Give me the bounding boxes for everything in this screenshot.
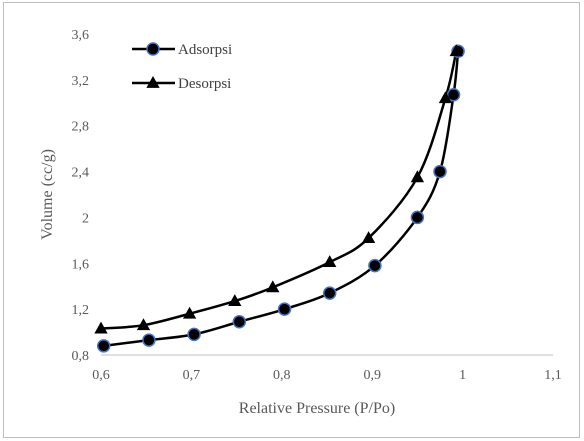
y-tick-label: 3,2 — [72, 74, 90, 89]
series-layer — [94, 44, 465, 353]
data-point — [323, 255, 337, 268]
x-axis-ticks: 0,6 0,7 0,8 0,9 1 1,1 — [92, 368, 562, 383]
x-tick-label: 1,1 — [544, 368, 562, 383]
data-point — [187, 327, 201, 342]
legend: Adsorpsi Desorpsi — [132, 42, 232, 92]
legend-marker-adsorpsi — [146, 42, 160, 56]
legend-label-adsorpsi: Adsorpsi — [178, 42, 232, 58]
x-tick-label: 0,6 — [92, 368, 110, 383]
y-tick-label: 2,8 — [72, 120, 90, 135]
series-markers-desorpsi — [94, 44, 463, 334]
series-markers-adsorpsi — [96, 44, 465, 353]
data-point — [368, 258, 382, 273]
legend-marker-desorpsi — [146, 76, 160, 88]
data-point — [182, 306, 197, 319]
x-axis-title: Relative Pressure (P/Po) — [239, 400, 395, 417]
data-point — [433, 164, 447, 179]
data-point — [136, 318, 151, 331]
y-tick-label: 2,4 — [72, 166, 90, 181]
legend-label-desorpsi: Desorpsi — [178, 76, 231, 92]
data-point — [322, 286, 337, 300]
y-tick-label: 3,6 — [72, 28, 90, 43]
data-point — [232, 315, 247, 329]
y-tick-label: 2 — [82, 211, 89, 226]
series-line-desorpsi — [100, 50, 458, 330]
y-axis-title: Volume (cc/g) — [39, 149, 56, 240]
plot-area: 0,6 0,7 0,8 0,9 1 1,1 0,8 1,2 1,6 2 2,4 2,8 3,2 3,6 — [72, 28, 562, 383]
data-point — [446, 88, 461, 102]
data-point — [410, 170, 425, 183]
data-point — [410, 210, 425, 225]
data-point — [228, 294, 242, 307]
data-point — [277, 302, 292, 316]
y-tick-label: 1,6 — [72, 257, 90, 272]
x-tick-label: 1 — [459, 368, 466, 383]
chart-frame — [3, 2, 580, 438]
y-tick-label: 0,8 — [72, 349, 90, 364]
legend-item-adsorpsi: Adsorpsi — [132, 42, 232, 58]
x-tick-label: 0,8 — [273, 368, 291, 383]
data-point — [94, 321, 108, 334]
y-axis-ticks: 0,8 1,2 1,6 2 2,4 2,8 3,2 3,6 — [72, 28, 90, 364]
data-point — [96, 339, 111, 353]
legend-item-desorpsi: Desorpsi — [132, 76, 231, 92]
data-point — [361, 231, 376, 243]
data-point — [438, 91, 453, 104]
x-tick-label: 0,9 — [363, 368, 381, 383]
data-point — [142, 333, 156, 347]
x-tick-label: 0,7 — [183, 368, 201, 383]
data-point — [266, 280, 280, 293]
y-tick-label: 1,2 — [72, 303, 90, 318]
data-point — [449, 44, 463, 57]
